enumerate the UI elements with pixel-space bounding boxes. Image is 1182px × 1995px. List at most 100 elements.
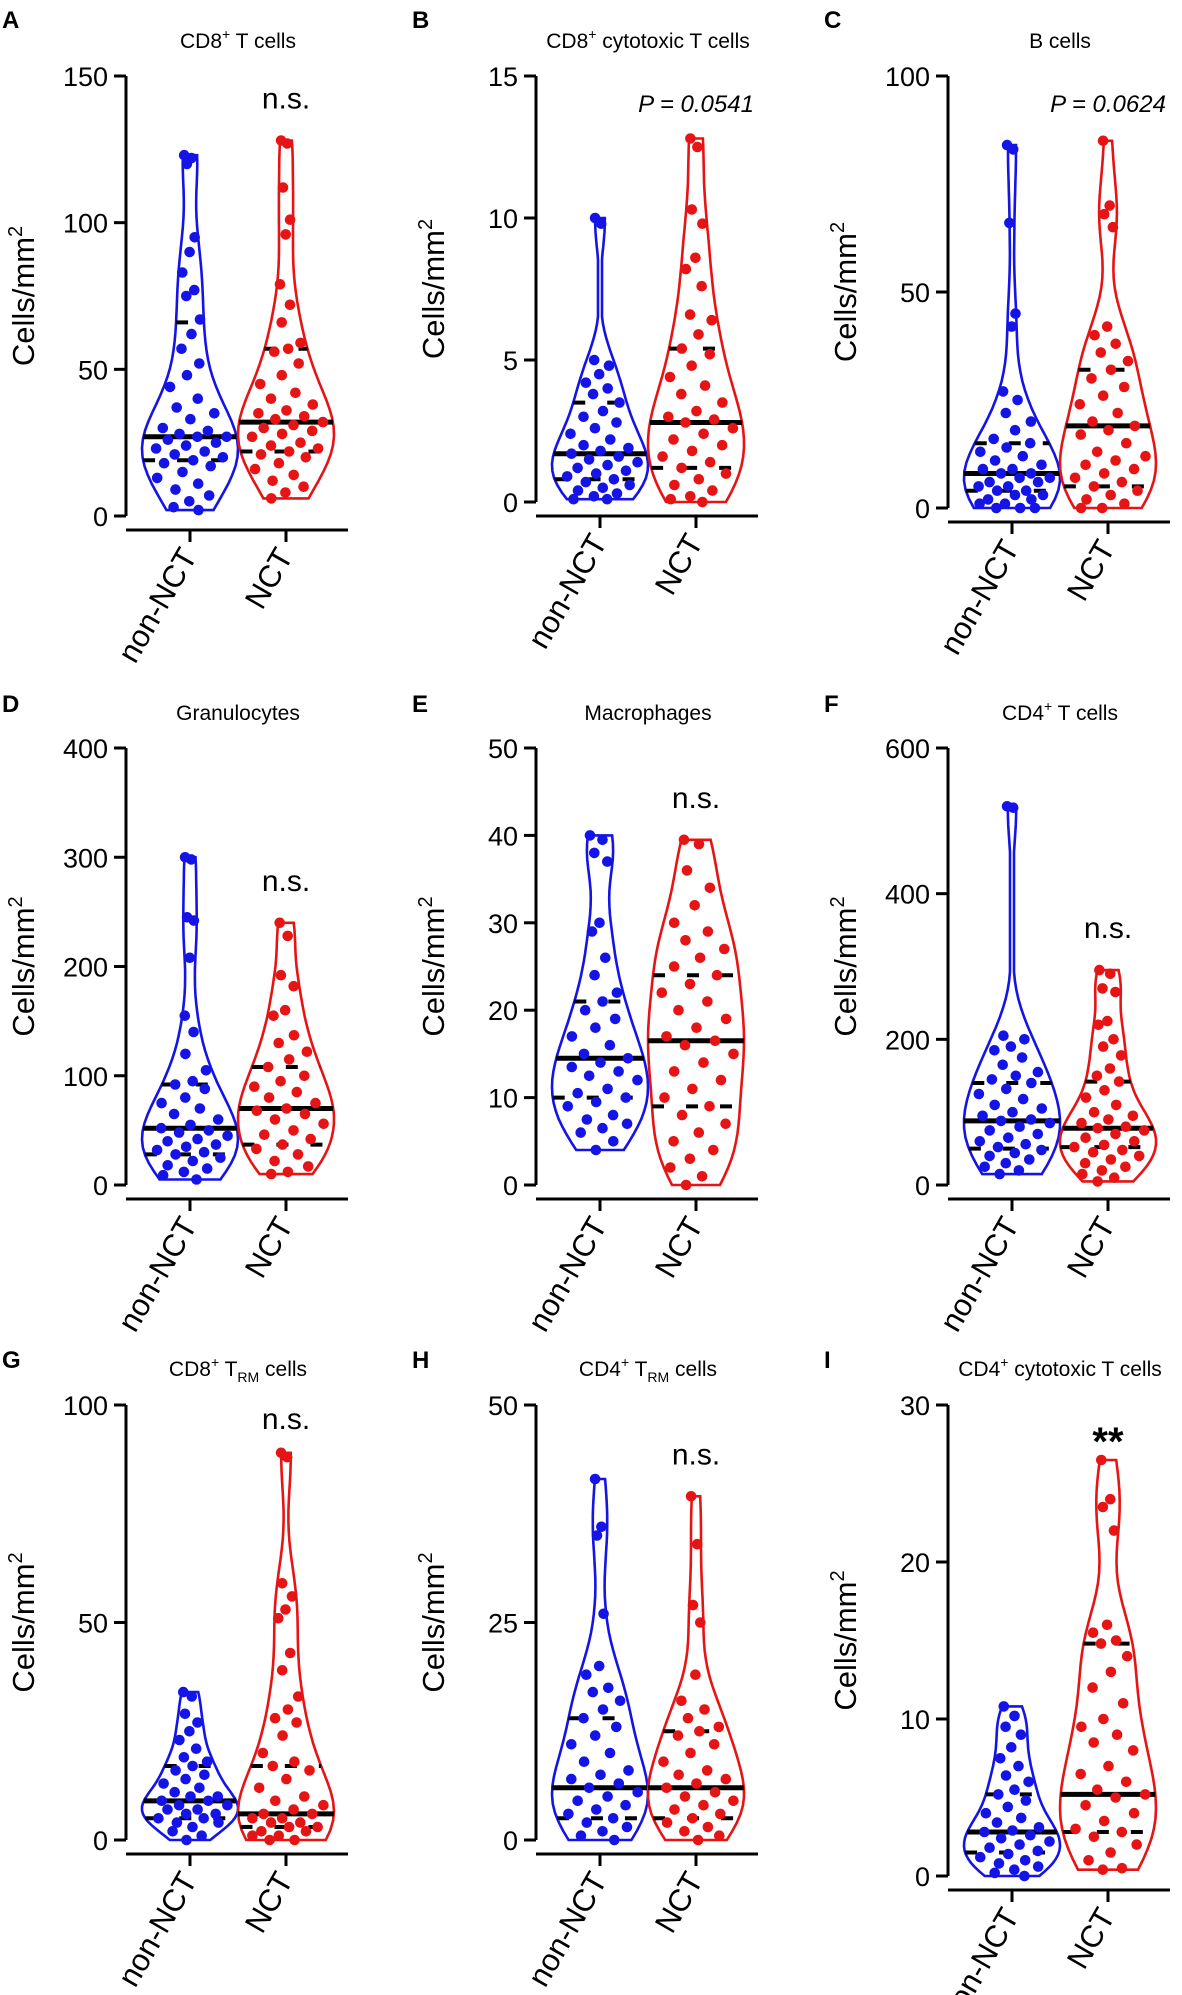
data-point xyxy=(620,1092,632,1103)
data-point xyxy=(727,422,739,434)
data-point xyxy=(181,158,193,170)
data-point xyxy=(583,454,595,465)
data-point xyxy=(1013,1165,1025,1176)
data-point xyxy=(698,1057,709,1068)
data-point xyxy=(1015,1729,1027,1740)
panel-title: CD4+ TRM cells xyxy=(579,1354,717,1385)
significance-label: n.s. xyxy=(262,83,310,116)
data-point xyxy=(1115,1050,1127,1061)
data-point xyxy=(997,1059,1008,1071)
data-point xyxy=(176,343,187,355)
data-point xyxy=(1024,1154,1035,1165)
data-point xyxy=(254,378,266,390)
data-point xyxy=(1076,1117,1087,1129)
data-point xyxy=(1105,1493,1116,1505)
data-point xyxy=(162,434,174,446)
data-point xyxy=(992,1141,1004,1153)
data-point xyxy=(657,451,668,462)
data-point xyxy=(1088,481,1100,492)
data-point xyxy=(1139,1789,1151,1800)
data-point xyxy=(608,474,620,485)
data-point xyxy=(283,1821,295,1833)
data-point xyxy=(167,1826,178,1837)
panel-letter: I xyxy=(824,1347,831,1374)
data-point xyxy=(717,397,728,408)
data-point xyxy=(580,476,592,488)
data-point xyxy=(1069,1141,1080,1153)
data-point xyxy=(269,346,280,358)
data-point xyxy=(1091,446,1103,458)
data-point xyxy=(579,1004,591,1016)
data-point xyxy=(281,405,292,416)
data-point xyxy=(1033,1822,1045,1833)
y-axis-label-superscript: 2 xyxy=(415,219,437,230)
significance-label: n.s. xyxy=(672,782,720,815)
data-point xyxy=(276,428,288,440)
data-point xyxy=(597,834,608,846)
x-tick-label: non-NCT xyxy=(521,1866,614,1992)
data-point xyxy=(1110,1128,1121,1140)
data-point xyxy=(690,252,701,264)
data-point xyxy=(292,1149,304,1160)
data-point xyxy=(1037,489,1049,501)
y-tick-label: 0 xyxy=(93,1171,108,1201)
data-point xyxy=(698,1799,709,1811)
data-point xyxy=(597,1704,609,1715)
data-point xyxy=(1127,1110,1139,1122)
data-point xyxy=(1075,1768,1086,1780)
data-point xyxy=(210,1139,222,1150)
data-point xyxy=(685,1747,696,1759)
data-point xyxy=(973,1088,985,1100)
data-point xyxy=(295,1817,306,1828)
y-axis-label: Cells/mm2 xyxy=(5,1552,41,1692)
data-point xyxy=(222,1799,233,1811)
data-point xyxy=(597,405,609,417)
panel-letter: H xyxy=(412,1347,429,1374)
significance-label: P = 0.0624 xyxy=(1050,91,1166,118)
data-point xyxy=(185,1791,196,1802)
data-point xyxy=(1079,1157,1091,1169)
data-point xyxy=(1069,472,1081,484)
data-point xyxy=(687,1083,698,1095)
data-point xyxy=(584,830,596,841)
data-point xyxy=(665,493,677,505)
data-point xyxy=(611,488,623,499)
panel-e: E Macrophages 0 10 20 30 40 50 non-NCT NCT Cells/m… xyxy=(412,691,758,1337)
data-point xyxy=(709,1786,721,1798)
data-point xyxy=(704,349,716,360)
data-point xyxy=(565,428,576,440)
data-point xyxy=(595,1769,606,1781)
x-tick-label: non-NCT xyxy=(111,1866,204,1992)
data-point xyxy=(1080,1132,1091,1143)
title-main: CD8 xyxy=(180,30,222,53)
data-point xyxy=(975,446,986,458)
y-axis-label-superscript: 2 xyxy=(415,896,437,907)
panel-letter: C xyxy=(824,7,841,34)
data-point xyxy=(991,1817,1003,1828)
data-point xyxy=(256,1826,267,1837)
data-point xyxy=(1110,1792,1121,1803)
data-point xyxy=(174,1734,185,1746)
data-point xyxy=(155,1122,167,1134)
panel-letter: B xyxy=(412,7,429,34)
data-point xyxy=(1001,1083,1012,1095)
title-main: CD8 xyxy=(546,30,588,53)
data-point xyxy=(265,440,277,451)
data-point xyxy=(277,1139,288,1150)
data-point xyxy=(587,1686,599,1698)
data-point xyxy=(255,449,267,460)
data-point xyxy=(312,443,324,454)
violin-non-nct xyxy=(140,856,240,1181)
data-point xyxy=(607,1109,619,1121)
data-point xyxy=(566,448,577,460)
y-tick-label: 10 xyxy=(900,1705,930,1735)
data-point xyxy=(692,141,703,153)
data-point xyxy=(591,1804,602,1815)
data-point xyxy=(974,498,985,510)
data-point xyxy=(283,1054,295,1065)
significance-label: n.s. xyxy=(262,865,310,898)
data-point xyxy=(177,466,188,478)
data-point xyxy=(270,413,281,425)
data-point xyxy=(1098,468,1110,479)
data-point xyxy=(181,369,193,381)
